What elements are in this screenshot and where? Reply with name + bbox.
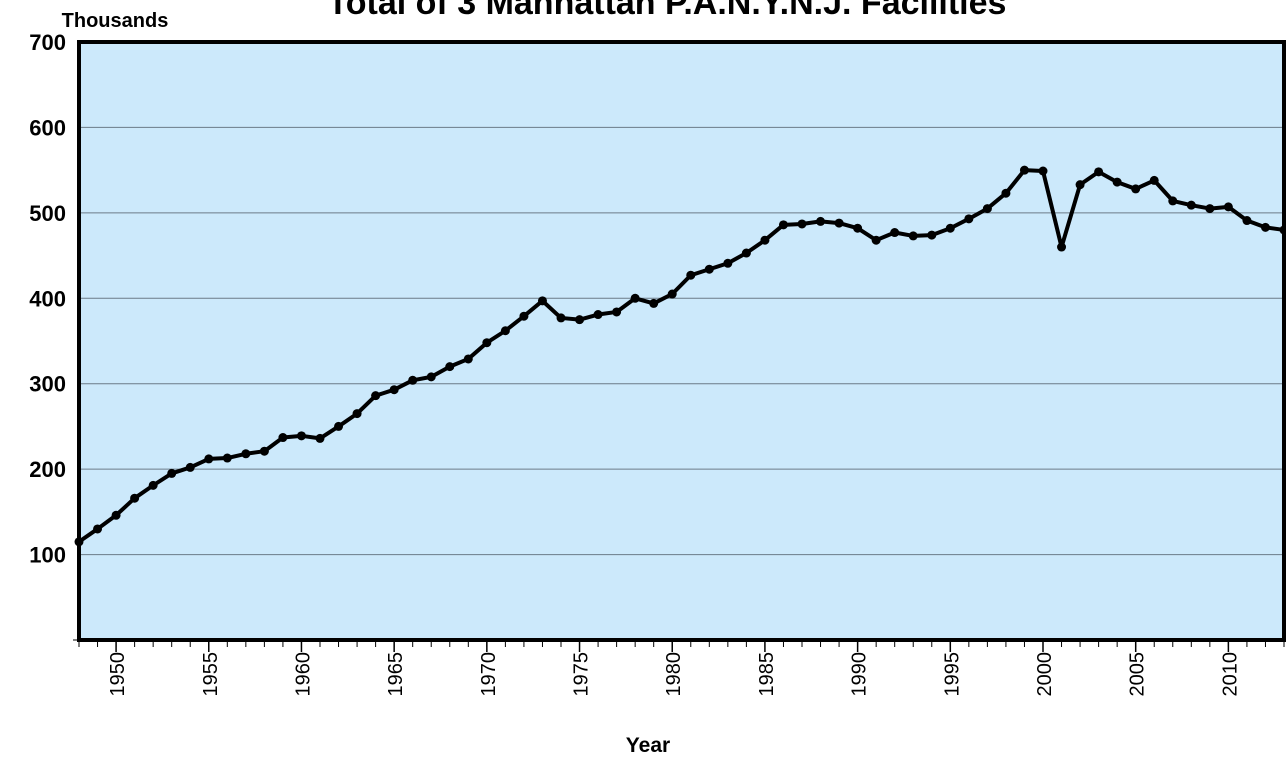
y-tick-label: 700 xyxy=(29,30,66,55)
data-point xyxy=(1057,242,1067,252)
data-point xyxy=(1168,196,1178,206)
x-tick-label: 1960 xyxy=(292,652,314,697)
data-point xyxy=(371,391,381,401)
x-tick-label: 1965 xyxy=(385,652,407,697)
data-point xyxy=(1186,200,1196,210)
data-point xyxy=(445,362,455,372)
y-tick-label: 200 xyxy=(29,457,66,482)
data-point xyxy=(871,235,881,245)
data-point xyxy=(463,354,473,364)
x-tick-label: 1950 xyxy=(107,652,129,697)
y-tick-label: 600 xyxy=(29,115,66,140)
data-point xyxy=(241,449,251,459)
data-point xyxy=(630,293,640,303)
data-point xyxy=(296,431,306,441)
y-tick-label: 400 xyxy=(29,286,66,311)
data-point xyxy=(1205,204,1215,214)
x-tick-label: 1990 xyxy=(849,652,871,697)
data-point xyxy=(704,264,714,274)
data-point xyxy=(537,296,547,306)
x-tick-label: 2010 xyxy=(1219,652,1241,697)
data-point xyxy=(1038,166,1048,176)
data-point xyxy=(1279,225,1286,235)
data-point xyxy=(278,433,288,443)
data-point xyxy=(111,510,121,520)
x-tick-label: 1975 xyxy=(571,652,593,697)
data-point xyxy=(1001,188,1011,198)
data-point xyxy=(723,258,733,268)
data-point xyxy=(500,326,510,336)
data-point xyxy=(741,248,751,258)
data-point xyxy=(686,270,696,280)
x-tick-label: 1995 xyxy=(941,652,963,697)
data-point xyxy=(927,230,937,240)
data-point xyxy=(593,310,603,320)
data-point xyxy=(1112,177,1122,187)
data-point xyxy=(853,223,863,233)
data-point xyxy=(575,315,585,325)
y-axis-label: Thousands xyxy=(62,10,169,32)
data-point xyxy=(167,468,177,478)
x-tick-label: 1970 xyxy=(478,652,500,697)
data-point xyxy=(1242,216,1252,226)
data-point xyxy=(612,307,622,317)
x-tick-label: 1980 xyxy=(663,652,685,697)
data-point xyxy=(982,204,992,214)
data-point xyxy=(130,493,140,503)
y-tick-label: 300 xyxy=(29,372,66,397)
data-point xyxy=(556,313,566,323)
data-point xyxy=(1260,222,1270,232)
data-point xyxy=(1149,175,1159,185)
x-tick-label: 1955 xyxy=(200,652,222,697)
data-point xyxy=(667,289,677,299)
data-point xyxy=(1131,184,1141,194)
x-axis-label: Year xyxy=(626,734,670,757)
x-tick-label: 2005 xyxy=(1127,652,1149,697)
data-point xyxy=(908,231,918,241)
data-point xyxy=(185,462,195,472)
data-point xyxy=(760,235,770,245)
data-point xyxy=(93,524,103,534)
x-tick-label: 1985 xyxy=(756,652,778,697)
data-point xyxy=(426,372,436,382)
data-point xyxy=(890,228,900,238)
data-point xyxy=(1223,202,1233,212)
data-point xyxy=(964,214,974,224)
data-point xyxy=(816,216,826,226)
data-point xyxy=(797,219,807,229)
y-tick-label: 500 xyxy=(29,201,66,226)
data-point xyxy=(482,338,492,348)
data-point xyxy=(204,454,214,464)
data-point xyxy=(1075,180,1085,190)
chart-title: Total of 3 Manhattan P.A.N.Y.N.J. Facili… xyxy=(328,0,1007,22)
data-point xyxy=(352,409,362,419)
data-point xyxy=(834,218,844,228)
x-tick-label: 2000 xyxy=(1034,652,1056,697)
y-tick-label: 100 xyxy=(29,543,66,568)
data-point xyxy=(408,375,418,385)
data-point xyxy=(778,220,788,230)
data-point xyxy=(519,311,529,321)
data-point xyxy=(334,421,344,431)
data-point xyxy=(222,453,232,463)
data-point xyxy=(945,223,955,233)
data-point xyxy=(1094,167,1104,177)
data-point xyxy=(74,537,84,547)
plot-border xyxy=(77,40,1286,642)
plot-area xyxy=(79,42,1284,640)
data-point xyxy=(259,446,269,456)
data-point xyxy=(389,385,399,395)
data-point xyxy=(315,433,325,443)
data-point xyxy=(649,298,659,308)
data-point xyxy=(1019,165,1029,175)
data-point xyxy=(148,480,158,490)
